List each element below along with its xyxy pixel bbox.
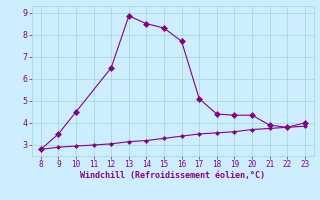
X-axis label: Windchill (Refroidissement éolien,°C): Windchill (Refroidissement éolien,°C)	[80, 171, 265, 180]
